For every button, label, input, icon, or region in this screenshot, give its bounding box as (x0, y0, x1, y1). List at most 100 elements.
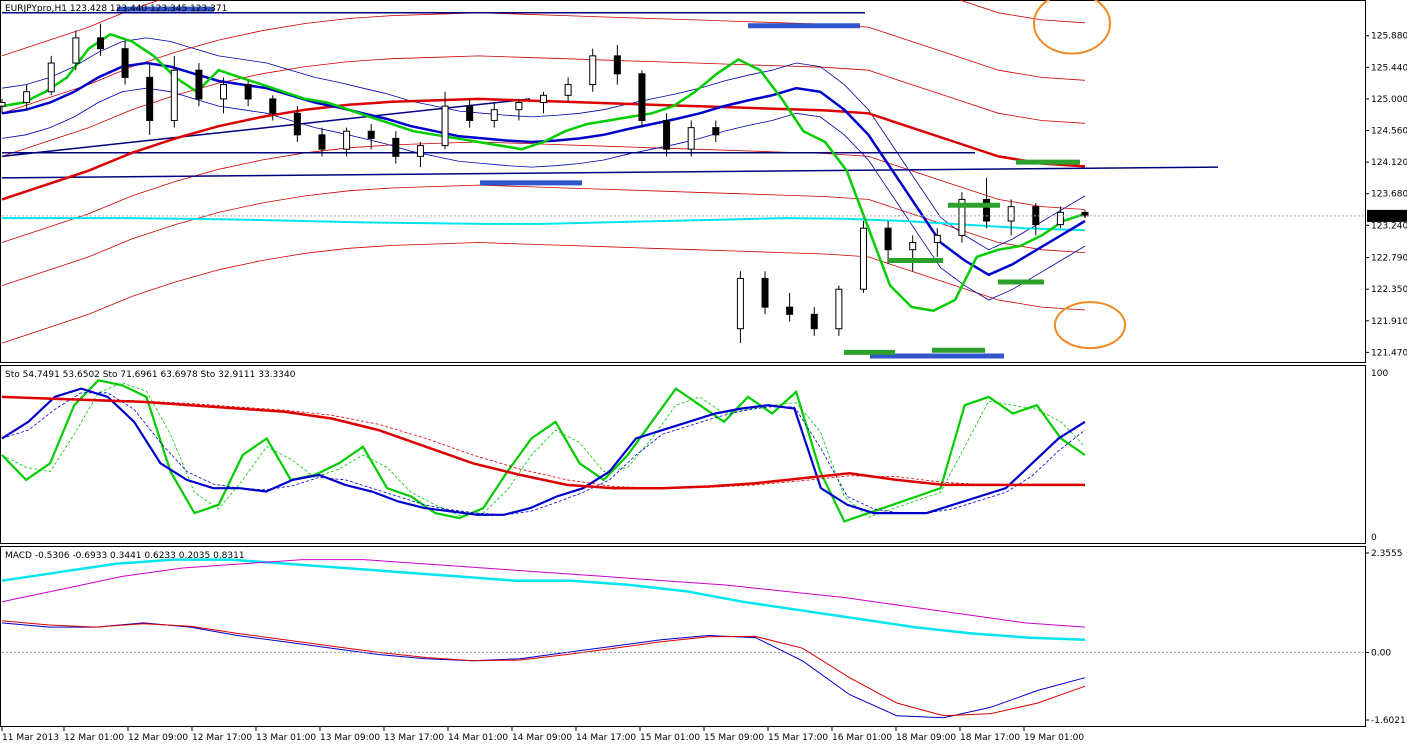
candle-body (269, 98, 277, 114)
candle-body (0, 102, 6, 107)
lower-band-3 (1, 242, 1086, 344)
candle-body (983, 198, 991, 222)
candle-body (1056, 211, 1064, 226)
candle-body (712, 127, 720, 136)
time-tick-label: 19 Mar 01:00 (1024, 733, 1084, 743)
candle-body (687, 127, 695, 150)
time-tick-label: 12 Mar 01:00 (64, 733, 124, 743)
time-tick-label: 14 Mar 17:00 (576, 733, 636, 743)
candle-body (195, 69, 203, 100)
candle-body (1081, 211, 1089, 217)
current-price-box (1367, 209, 1407, 222)
lower-band-2 (1, 184, 1086, 286)
macd-tick-label: 0.00 (1371, 648, 1391, 658)
candle-body (392, 137, 400, 157)
time-tick-label: 13 Mar 01:00 (256, 733, 316, 743)
macd-panel[interactable] (0, 546, 1366, 727)
price-tick-label: 123.680 (1371, 190, 1407, 200)
candle-body (96, 37, 104, 50)
candle-body (23, 91, 31, 104)
time-tick-label: 14 Mar 09:00 (512, 733, 572, 743)
cyan-line (2, 217, 1086, 232)
time-tick-label: 15 Mar 17:00 (768, 733, 828, 743)
macd-line-3 (1, 622, 1086, 719)
stochastic-tick-label: 0 (1371, 533, 1377, 543)
candle-body (121, 48, 129, 78)
candle-body (589, 55, 597, 86)
candle-body (367, 130, 375, 139)
candle-body (786, 306, 794, 315)
candle-body (859, 227, 867, 290)
price-tick-label: 121.470 (1371, 348, 1407, 358)
stochastic-signal-1 (1, 382, 1086, 518)
stochastic-signal-3 (1, 396, 1085, 489)
candle-body (466, 105, 474, 121)
candle-body (441, 105, 449, 147)
stochastic-signal-2 (1, 392, 1086, 516)
candle-body (47, 62, 55, 93)
current-price-label: 123.371 (1371, 212, 1407, 222)
trendline-lower (1, 166, 1219, 179)
stochastic-tick-label: 100 (1371, 369, 1388, 379)
price-panel[interactable] (0, 0, 1366, 363)
candle-body (564, 84, 572, 96)
candle-body (170, 69, 178, 121)
stochastic-line-1 (1, 379, 1086, 523)
macd-title: MACD -0.5306 -0.6933 0.3441 0.6233 0.203… (5, 551, 245, 561)
candle-body (933, 234, 941, 244)
candle-body (515, 102, 523, 111)
macd-line-2 (1, 559, 1086, 628)
time-tick-label: 13 Mar 09:00 (320, 733, 380, 743)
macd-line-4 (1, 620, 1086, 717)
macd-tick-label: 2.3555 (1371, 549, 1403, 559)
candle-body (293, 112, 301, 136)
price-tick-label: 125.880 (1371, 32, 1407, 42)
candle-body (318, 134, 326, 150)
price-tick-label: 122.790 (1371, 254, 1407, 264)
candle-body (244, 84, 252, 100)
macd-line-1 (1, 558, 1086, 641)
inner-lower-band (1, 87, 1086, 301)
candle-body (761, 277, 769, 308)
price-tick-label: 125.440 (1371, 63, 1407, 73)
price-tick-label: 123.240 (1371, 221, 1407, 231)
upper-band-1 (1, 55, 1086, 157)
lower-band-1 (1, 141, 1086, 243)
candle-body (909, 242, 917, 251)
price-tick-label: 122.350 (1371, 285, 1407, 295)
highlight-circle-bottom (1054, 301, 1126, 350)
time-tick-label: 11 Mar 2013 (2, 733, 59, 743)
candle-body (490, 109, 498, 121)
time-tick-label: 12 Mar 09:00 (128, 733, 188, 743)
price-tick-label: 125.000 (1371, 95, 1407, 105)
time-tick-label: 16 Mar 01:00 (832, 733, 892, 743)
candle-body (72, 37, 80, 64)
candle-body (343, 130, 351, 150)
time-tick-label: 15 Mar 01:00 (640, 733, 700, 743)
time-tick-label: 18 Mar 17:00 (960, 733, 1020, 743)
stochastic-line-3 (1, 395, 1085, 490)
time-tick-label: 13 Mar 17:00 (384, 733, 444, 743)
price-title: EURJPYpro,H1 123.428 123.440 123.345 123… (5, 4, 227, 14)
candle-body (146, 76, 154, 121)
highlight-circle-top (1033, 0, 1111, 55)
candle-body (220, 84, 228, 100)
candle-body (613, 55, 621, 75)
time-tick-label: 14 Mar 01:00 (448, 733, 508, 743)
stochastic-title: Sto 54.7491 53.6502 Sto 71.6961 63.6978 … (5, 370, 296, 380)
macd-tick-label: -1.6021 (1371, 716, 1406, 726)
candle-body (810, 313, 818, 330)
time-tick-label: 18 Mar 09:00 (896, 733, 956, 743)
candle-body (663, 119, 671, 150)
price-tick-label: 124.560 (1371, 127, 1407, 137)
candle-body (416, 145, 424, 157)
candle-body (884, 227, 892, 251)
candle-body (540, 94, 547, 104)
time-tick-label: 15 Mar 09:00 (704, 733, 764, 743)
candle-body (835, 288, 843, 330)
stochastic-panel[interactable] (0, 365, 1366, 544)
ema-fast-line (1, 32, 1086, 312)
candle-body (1007, 206, 1015, 222)
upper-band-2 (1, 12, 1086, 114)
